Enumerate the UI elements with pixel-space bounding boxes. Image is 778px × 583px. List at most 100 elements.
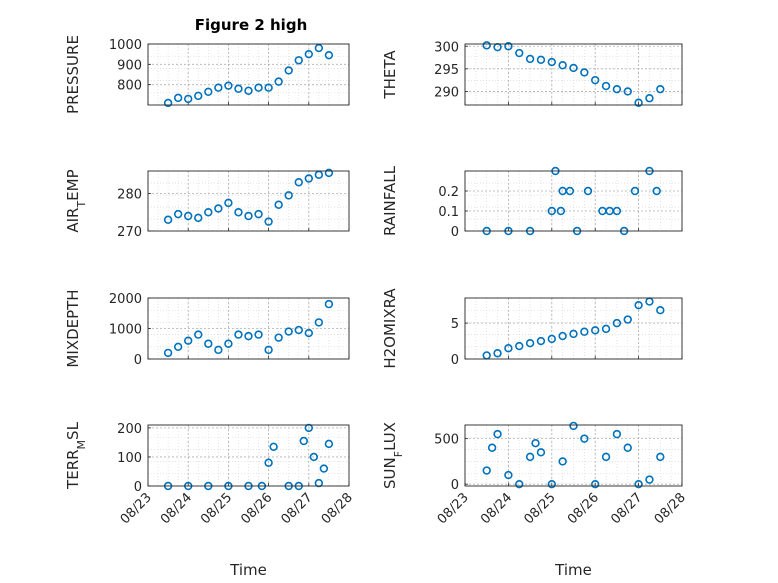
y-axis-label: AIRTEMP xyxy=(64,169,88,232)
data-point xyxy=(536,55,546,65)
data-point xyxy=(525,452,535,462)
y-axis-label: MIXDEPTH xyxy=(64,289,82,367)
data-point xyxy=(294,325,303,335)
axes-frame xyxy=(147,424,350,487)
data-point xyxy=(204,87,213,96)
y-tick-label: 0.1 xyxy=(438,205,459,220)
subplot-h2omixra: 0 5 H2OMIXRA xyxy=(381,288,683,369)
data-point xyxy=(656,306,665,315)
data-point xyxy=(184,211,193,221)
data-point xyxy=(487,443,497,452)
data-point xyxy=(314,43,324,53)
data-point xyxy=(580,327,589,336)
data-point xyxy=(515,341,524,351)
data-point xyxy=(601,452,611,462)
data-point xyxy=(645,475,654,484)
data-point xyxy=(656,452,665,462)
data-point xyxy=(163,348,173,358)
axes-frame xyxy=(464,424,683,487)
data-point xyxy=(580,434,589,443)
subplot-pressure: 800 900 1000 PRESSURE xyxy=(64,35,350,114)
figure-title: Figure 2 high xyxy=(195,16,308,34)
data-point xyxy=(612,206,622,216)
data-point xyxy=(612,429,622,439)
data-point xyxy=(314,318,324,327)
data-point xyxy=(536,448,546,457)
y-tick-label: 270 xyxy=(117,225,142,240)
x-axis-label: Time xyxy=(229,561,267,579)
y-tick-label: 0 xyxy=(134,353,142,368)
data-point xyxy=(504,42,513,51)
data-point xyxy=(173,93,183,103)
x-tick-label: 08/25 xyxy=(522,490,559,527)
data-point xyxy=(173,342,183,351)
data-point xyxy=(274,200,283,209)
x-tick-label: 08/24 xyxy=(478,490,515,527)
data-point xyxy=(590,326,600,335)
x-tick-label: 08/27 xyxy=(279,490,316,527)
data-point xyxy=(269,442,278,451)
data-point xyxy=(304,423,313,433)
y-tick-label: 0 xyxy=(451,353,459,368)
y-tick-label: 800 xyxy=(117,79,142,94)
axes-frame xyxy=(147,170,350,232)
axes-frame xyxy=(464,297,683,360)
y-tick-label: 5 xyxy=(451,317,459,332)
data-point xyxy=(482,466,491,475)
data-point xyxy=(623,315,632,324)
data-point xyxy=(184,94,193,104)
y-tick-label: 290 xyxy=(434,85,459,100)
data-point xyxy=(569,329,578,339)
y-axis-label: SUNFLUX xyxy=(381,422,405,489)
axes-frame xyxy=(147,43,350,106)
data-point xyxy=(515,479,524,489)
data-point xyxy=(264,345,273,355)
data-point xyxy=(194,213,203,223)
data-point xyxy=(580,68,589,77)
data-point xyxy=(254,330,263,339)
y-axis-label: PRESSURE xyxy=(64,35,82,114)
data-point xyxy=(590,75,600,85)
axes-frame xyxy=(147,297,350,360)
y-axis-label: H2OMIXRA xyxy=(381,288,399,369)
y-tick-label: 1000 xyxy=(109,323,142,338)
data-point xyxy=(547,479,556,489)
data-point xyxy=(163,98,173,108)
x-tick-label: 08/23 xyxy=(435,490,472,527)
data-point xyxy=(324,168,334,178)
data-point xyxy=(569,63,578,73)
data-point xyxy=(547,206,556,216)
data-point xyxy=(214,83,223,92)
subplot-theta: 290 295 300 THETA xyxy=(381,40,683,107)
y-tick-label: 280 xyxy=(117,188,142,203)
data-point xyxy=(234,208,243,217)
subplot-air-temp: 270 280 AIRTEMP xyxy=(64,168,350,240)
data-point xyxy=(590,479,600,489)
data-point xyxy=(264,458,273,467)
data-point xyxy=(234,330,243,339)
data-point xyxy=(504,470,513,480)
x-tick-label: 08/26 xyxy=(238,490,275,527)
data-point xyxy=(254,83,263,92)
data-point xyxy=(558,457,567,466)
x-tick-label: 08/28 xyxy=(319,490,356,527)
data-point xyxy=(284,327,293,336)
data-point xyxy=(515,48,524,58)
data-point xyxy=(264,217,273,226)
data-point xyxy=(482,41,491,50)
axes-frame xyxy=(464,170,683,232)
x-tick-label: 08/28 xyxy=(652,490,689,527)
data-point xyxy=(304,49,313,59)
data-point xyxy=(204,208,213,217)
data-point xyxy=(309,452,319,462)
data-point xyxy=(634,479,643,489)
subplot-mixdepth: 0 1000 2000 MIXDEPTH xyxy=(64,289,350,368)
data-point xyxy=(284,191,293,200)
data-point xyxy=(656,84,665,94)
data-point xyxy=(194,330,203,339)
x-axis-label: Time xyxy=(554,561,592,579)
data-point xyxy=(304,328,313,338)
data-point xyxy=(284,66,293,75)
data-point xyxy=(294,178,303,187)
